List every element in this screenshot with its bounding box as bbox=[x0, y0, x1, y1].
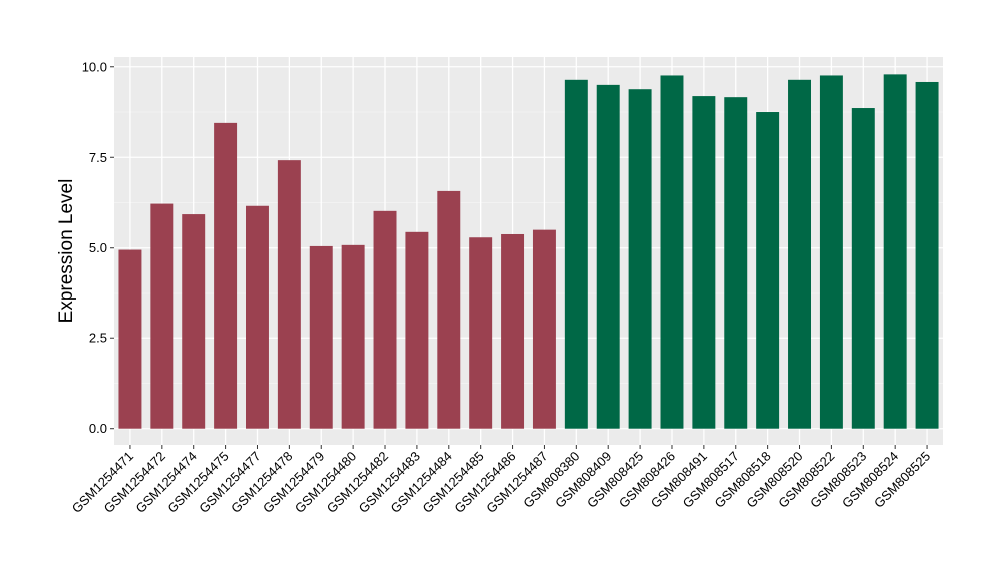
bar-gsm1254483 bbox=[405, 231, 429, 429]
bar-gsm1254486 bbox=[501, 233, 525, 429]
bar-gsm808525 bbox=[915, 81, 939, 429]
y-tick-label: 2.5 bbox=[89, 331, 107, 346]
bar-gsm1254478 bbox=[277, 160, 301, 429]
bar-gsm1254471 bbox=[118, 249, 142, 429]
bar-gsm808425 bbox=[628, 89, 652, 429]
bar-series bbox=[118, 74, 939, 429]
bar-gsm808524 bbox=[883, 74, 907, 429]
y-tick-label: 10.0 bbox=[82, 59, 107, 74]
y-tick-label: 0.0 bbox=[89, 421, 107, 436]
bar-gsm808491 bbox=[692, 96, 716, 429]
bar-gsm1254477 bbox=[246, 205, 269, 429]
plot-panel bbox=[114, 57, 943, 445]
bar-gsm808518 bbox=[756, 112, 780, 429]
x-axis: GSM1254471GSM1254472GSM1254474GSM1254475… bbox=[69, 445, 933, 516]
bar-gsm808523 bbox=[851, 108, 875, 429]
bar-gsm808517 bbox=[724, 97, 748, 429]
bar-gsm1254479 bbox=[309, 245, 333, 429]
bar-gsm1254487 bbox=[532, 229, 556, 429]
y-tick-label: 7.5 bbox=[89, 150, 107, 165]
y-tick-label: 5.0 bbox=[89, 240, 107, 255]
bar-gsm1254474 bbox=[182, 214, 206, 429]
y-axis: 0.0 2.5 5.0 7.5 10.0 bbox=[82, 59, 114, 436]
bar-gsm808522 bbox=[819, 75, 843, 429]
bar-gsm1254484 bbox=[437, 190, 461, 429]
bar-gsm808426 bbox=[660, 75, 684, 429]
bar-gsm1254475 bbox=[214, 122, 238, 429]
bar-gsm808520 bbox=[788, 79, 811, 429]
bar-gsm1254480 bbox=[341, 244, 365, 429]
y-axis-label: Expression Level bbox=[56, 179, 77, 324]
bar-gsm808409 bbox=[596, 84, 620, 429]
bar-gsm1254485 bbox=[469, 237, 493, 429]
bar-gsm1254472 bbox=[150, 203, 174, 429]
bar-gsm808380 bbox=[564, 79, 588, 429]
bar-gsm1254482 bbox=[373, 210, 397, 429]
